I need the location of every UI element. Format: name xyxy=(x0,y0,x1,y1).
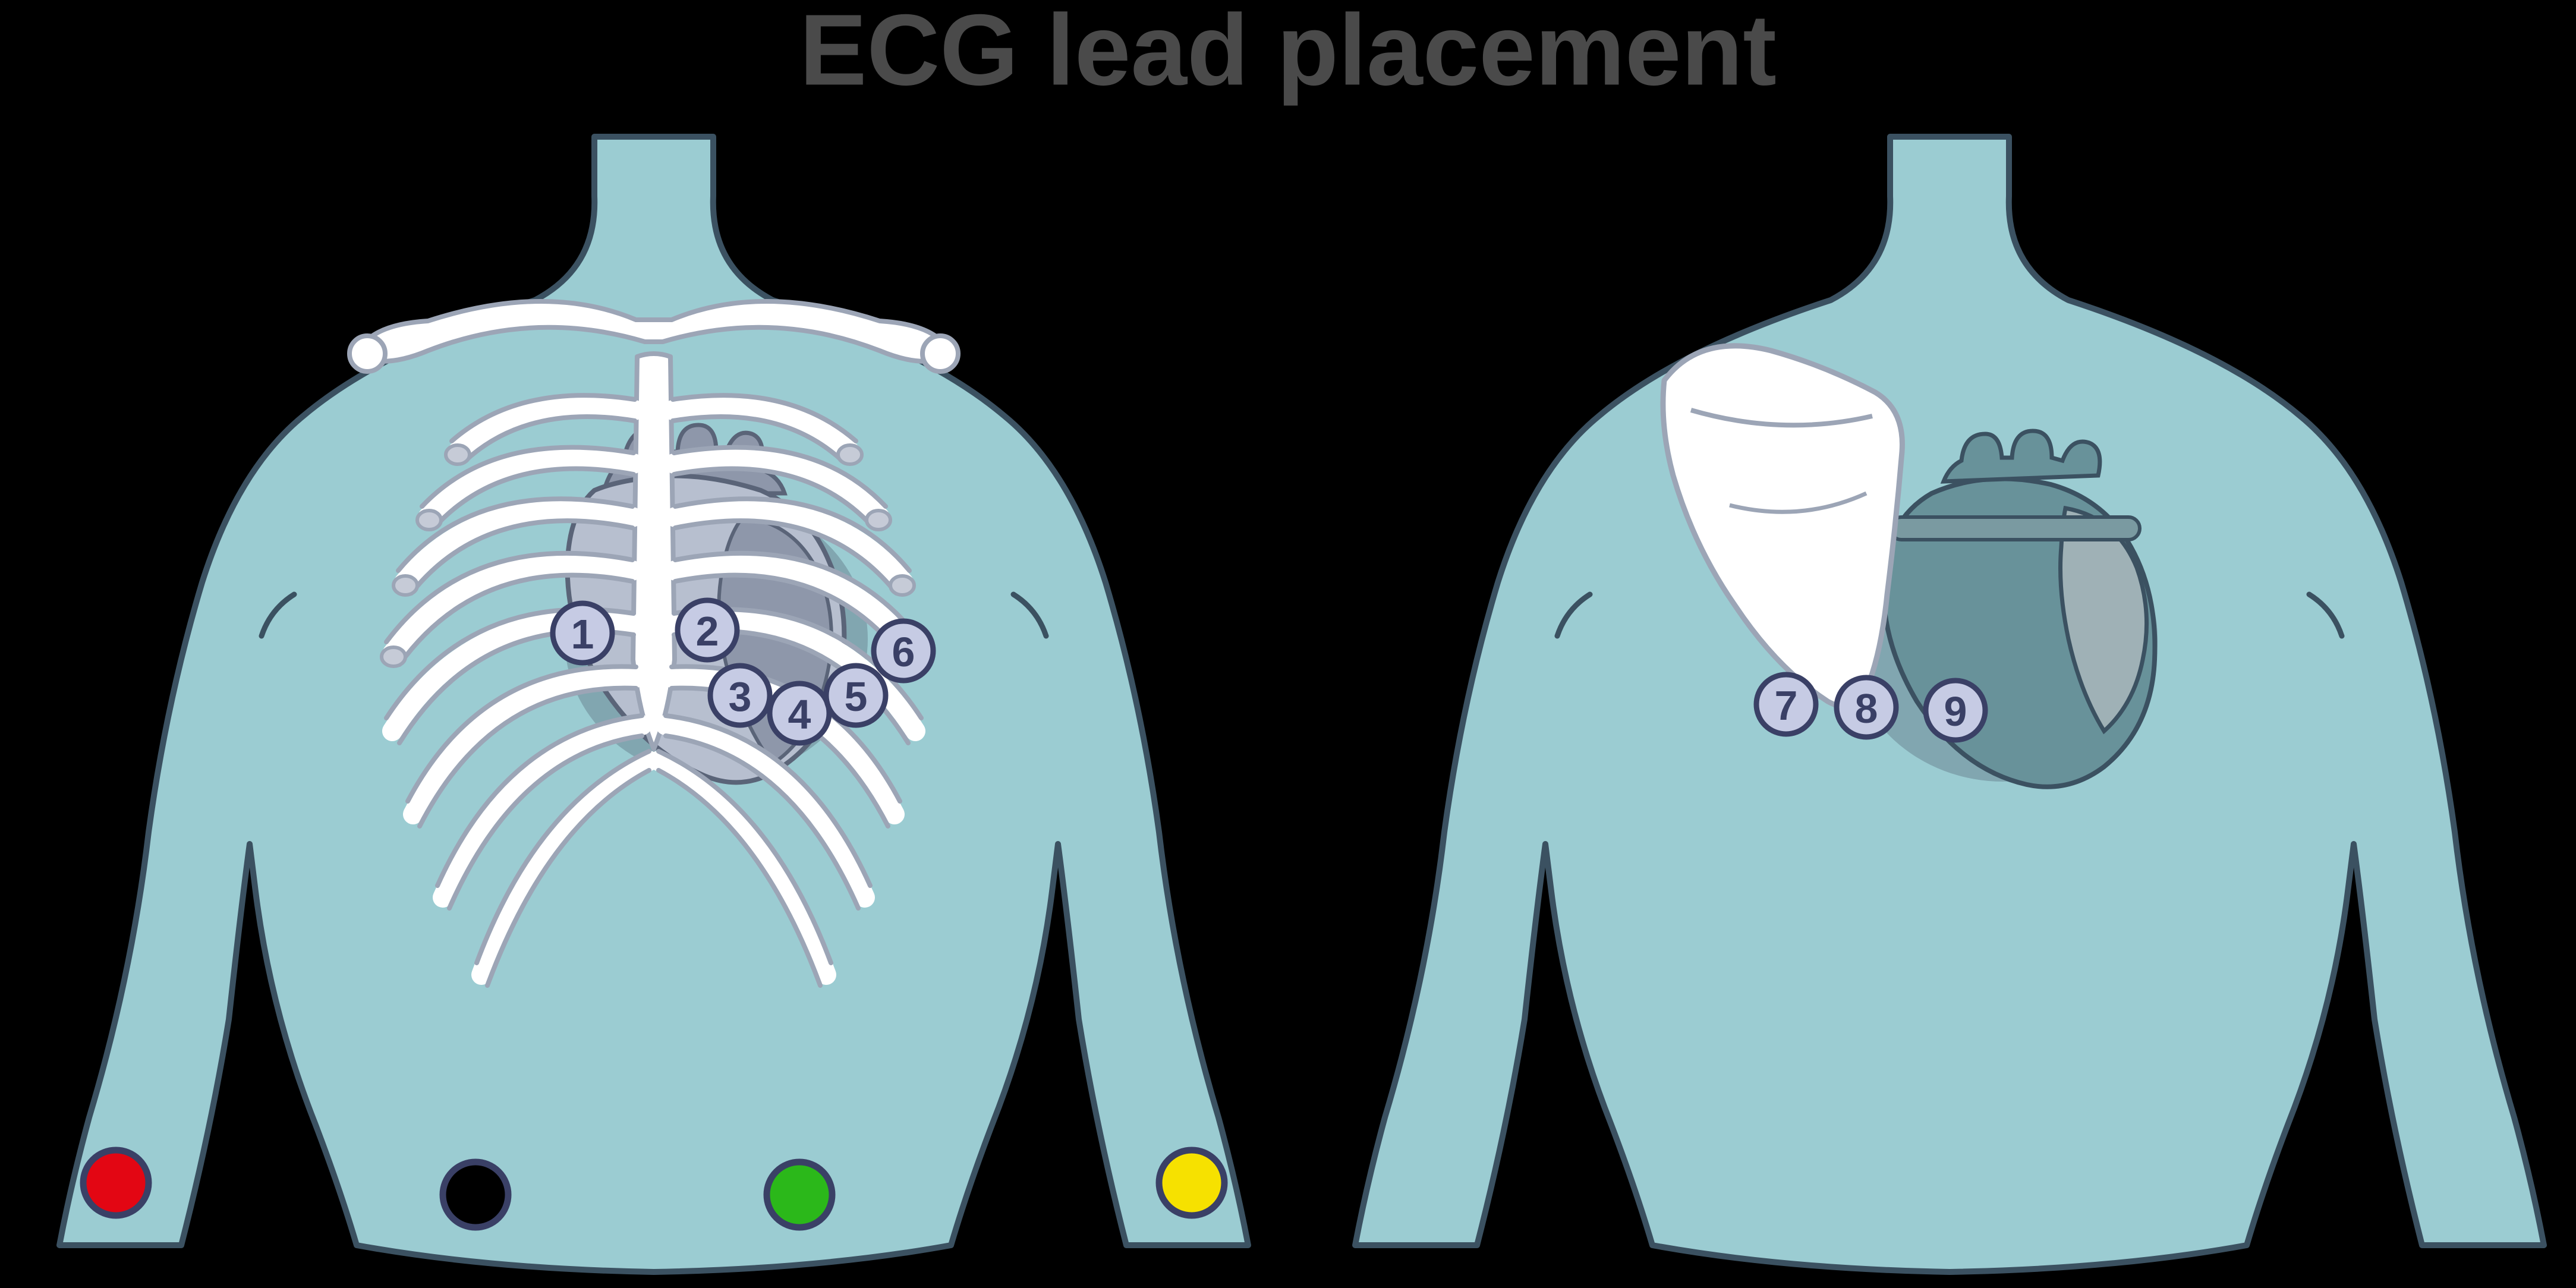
limb-lead-ll-green-icon xyxy=(767,1162,832,1227)
lead-label: 4 xyxy=(788,691,811,738)
diagram-stage: ECG lead placement xyxy=(0,0,2576,1288)
front-torso xyxy=(59,137,1248,1272)
limb-lead-la-yellow-icon xyxy=(1159,1150,1224,1215)
diagram-svg: ECG lead placement xyxy=(0,0,2576,1288)
front-lead-6: 6 xyxy=(874,621,933,681)
limb-lead-ra-red-icon xyxy=(83,1150,149,1215)
lead-label: 9 xyxy=(1944,688,1967,735)
lead-label: 3 xyxy=(729,673,752,720)
back-lead-9: 9 xyxy=(1926,681,1985,740)
lead-label: 2 xyxy=(696,608,719,654)
front-lead-3: 3 xyxy=(710,666,770,725)
front-lead-4: 4 xyxy=(770,684,829,743)
limb-lead-n-black-icon xyxy=(443,1162,508,1227)
lead-label: 6 xyxy=(892,629,915,675)
lead-label: 5 xyxy=(845,673,868,720)
diagram-title: ECG lead placement xyxy=(799,0,1777,106)
lead-label: 7 xyxy=(1775,682,1798,729)
back-lead-7: 7 xyxy=(1756,675,1816,734)
front-lead-2: 2 xyxy=(678,600,737,660)
back-leads-group: 7 8 9 xyxy=(1756,675,1985,740)
front-lead-1: 1 xyxy=(553,603,612,663)
back-lead-8: 8 xyxy=(1837,678,1896,737)
front-lead-5: 5 xyxy=(826,666,886,725)
lead-label: 1 xyxy=(571,611,594,657)
lead-label: 8 xyxy=(1855,685,1878,732)
